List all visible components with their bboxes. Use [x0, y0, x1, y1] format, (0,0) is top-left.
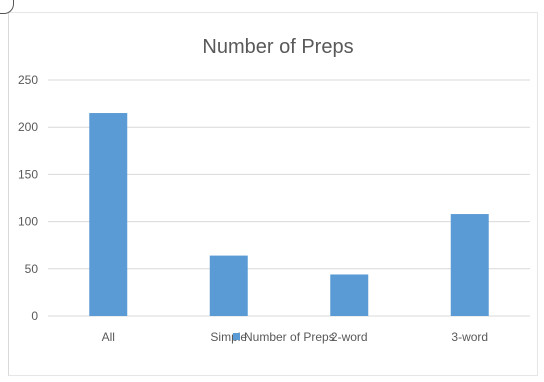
legend-label: Number of Preps: [244, 330, 335, 344]
y-tick-label: 200: [18, 120, 38, 134]
y-tick-label: 150: [18, 167, 38, 181]
x-axis-ticks: All Simple 2-word 3-word: [102, 330, 489, 344]
chart-title: Number of Preps: [202, 36, 353, 58]
bars: [89, 113, 489, 316]
x-tick-label: Simple: [210, 330, 247, 344]
y-tick-label: 0: [31, 309, 38, 323]
y-tick-label: 100: [18, 215, 38, 229]
y-tick-label: 250: [18, 73, 38, 87]
bar-2-word: [330, 274, 369, 316]
corner-mark: [0, 0, 14, 14]
bar-all: [89, 113, 128, 316]
legend-swatch: [233, 333, 240, 340]
legend: Number of Preps: [233, 330, 335, 344]
bar-simple: [209, 255, 248, 316]
y-tick-label: 50: [25, 262, 39, 276]
y-axis-ticks: 0 50 100 150 200 250: [18, 73, 38, 323]
grid-lines: [48, 79, 530, 317]
bar-3-word: [450, 214, 489, 316]
chart-frame: [8, 12, 538, 376]
x-tick-label: All: [102, 330, 115, 344]
x-tick-label: 3-word: [451, 330, 488, 344]
x-tick-label: 2-word: [331, 330, 368, 344]
